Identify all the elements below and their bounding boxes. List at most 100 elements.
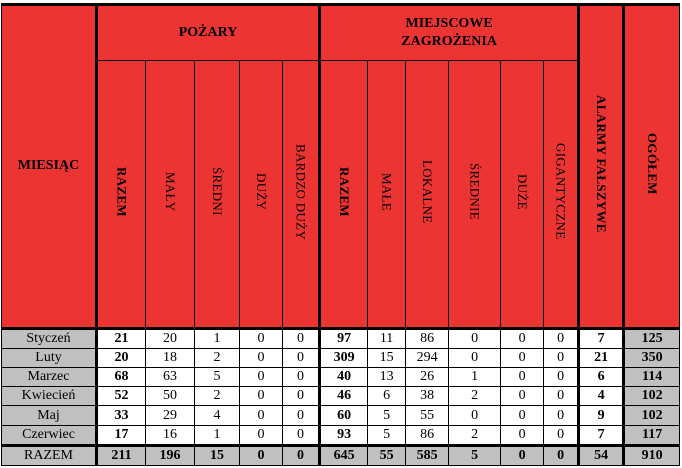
- fires-group-label: POŻARY: [178, 25, 238, 41]
- table-row: Styczeń 21 20 1 0 0 97 11 86 0 0 0 7 125: [1, 326, 681, 349]
- fires-col-header: DUŻY: [239, 60, 283, 329]
- value-cell: 5: [367, 405, 407, 426]
- value-cell: 0: [500, 347, 545, 369]
- value-cell: 0: [281, 367, 322, 388]
- summary-value-cell: 910: [623, 443, 681, 467]
- summary-value-cell: 0: [281, 443, 322, 467]
- value-cell: 0: [239, 326, 283, 349]
- row-total-cell: 102: [623, 405, 681, 426]
- value-cell: 55: [405, 405, 450, 426]
- month-cell: Styczeń: [1, 326, 98, 349]
- value-cell: 0: [500, 326, 545, 349]
- month-cell: Kwiecień: [1, 386, 98, 407]
- threats-col-label: DUŻE: [515, 173, 531, 210]
- value-cell: 0: [500, 367, 545, 388]
- summary-value-cell: 0: [239, 443, 283, 467]
- value-cell: 2: [448, 386, 502, 407]
- value-cell: 6: [367, 386, 407, 407]
- local-threats-label-line1: MIEJSCOWE: [405, 16, 493, 32]
- value-cell: 52: [96, 386, 146, 407]
- row-total-cell: 125: [623, 326, 681, 349]
- value-cell: 40: [319, 367, 369, 388]
- summary-value-cell: 54: [578, 443, 626, 467]
- value-cell: 0: [281, 386, 322, 407]
- value-cell: 15: [367, 347, 407, 369]
- value-cell: 2: [448, 424, 502, 446]
- threats-col-header: ŚREDNIE: [448, 60, 502, 329]
- value-cell: 0: [543, 424, 581, 446]
- value-cell: 21: [96, 326, 146, 349]
- value-cell: 7: [578, 424, 626, 446]
- value-cell: 0: [281, 326, 322, 349]
- value-cell: 97: [319, 326, 369, 349]
- threats-col-header: RAZEM: [319, 60, 369, 329]
- summary-value-cell: 5: [448, 443, 502, 467]
- summary-value-cell: 0: [500, 443, 545, 467]
- value-cell: 68: [96, 367, 146, 388]
- value-cell: 0: [239, 405, 283, 426]
- false-alarms-label: ALARMY FAŁSZYWE: [594, 95, 610, 233]
- value-cell: 7: [578, 326, 626, 349]
- summary-value-cell: 645: [319, 443, 369, 467]
- value-cell: 63: [145, 367, 195, 388]
- summary-row: RAZEM 211 196 15 0 0 645 55 585 5 0 0 54 910: [1, 443, 681, 467]
- fires-col-label: ŚREDNI: [210, 167, 225, 217]
- month-cell: Maj: [1, 405, 98, 426]
- value-cell: 0: [448, 405, 502, 426]
- value-cell: 0: [543, 347, 581, 369]
- fires-col-header: RAZEM: [96, 60, 146, 329]
- threats-col-label: RAZEM: [337, 166, 353, 217]
- value-cell: 0: [500, 386, 545, 407]
- threats-col-header: LOKALNE: [405, 60, 450, 329]
- value-cell: 0: [543, 367, 581, 388]
- value-cell: 86: [405, 326, 450, 349]
- value-cell: 0: [500, 424, 545, 446]
- table-row: Luty 20 18 2 0 0 309 15 294 0 0 0 21 350: [1, 347, 681, 369]
- value-cell: 0: [239, 367, 283, 388]
- value-cell: 0: [448, 326, 502, 349]
- value-cell: 33: [96, 405, 146, 426]
- month-cell: Marzec: [1, 367, 98, 388]
- value-cell: 20: [96, 347, 146, 369]
- threats-col-label: MAŁE: [379, 172, 395, 211]
- value-cell: 0: [543, 386, 581, 407]
- value-cell: 46: [319, 386, 369, 407]
- local-threats-group-header: MIEJSCOWE ZAGROŻENIA: [319, 2, 581, 62]
- value-cell: 0: [281, 405, 322, 426]
- month-cell: Czerwiec: [1, 424, 98, 446]
- value-cell: 16: [145, 424, 195, 446]
- value-cell: 93: [319, 424, 369, 446]
- value-cell: 4: [194, 405, 240, 426]
- table-row: Czerwiec 17 16 1 0 0 93 5 86 2 0 0 7 117: [1, 424, 681, 446]
- fires-col-label: BARDZO DUŻY: [293, 143, 309, 240]
- value-cell: 38: [405, 386, 450, 407]
- fires-col-label: DUŻY: [254, 172, 269, 211]
- fires-col-header: BARDZO DUŻY: [281, 60, 322, 329]
- month-cell: Luty: [1, 347, 98, 369]
- value-cell: 21: [578, 347, 626, 369]
- value-cell: 1: [194, 326, 240, 349]
- value-cell: 86: [405, 424, 450, 446]
- value-cell: 294: [405, 347, 450, 369]
- value-cell: 2: [194, 386, 240, 407]
- total-header: OGÓŁEM: [623, 3, 681, 329]
- value-cell: 0: [239, 347, 283, 369]
- fires-col-label: MAŁY: [163, 171, 178, 212]
- summary-value-cell: 55: [367, 443, 407, 467]
- row-total-cell: 350: [623, 347, 681, 369]
- fires-col-header: MAŁY: [145, 60, 195, 329]
- threats-col-label: ŚREDNIE: [467, 163, 483, 221]
- threats-col-header: MAŁE: [367, 60, 407, 329]
- threats-col-label: GIGANTYCZNE: [553, 143, 569, 240]
- value-cell: 20: [145, 326, 195, 349]
- row-total-cell: 117: [623, 424, 681, 446]
- value-cell: 309: [319, 347, 369, 369]
- value-cell: 0: [543, 405, 581, 426]
- value-cell: 0: [239, 386, 283, 407]
- value-cell: 0: [448, 347, 502, 369]
- value-cell: 17: [96, 424, 146, 446]
- value-cell: 9: [578, 405, 626, 426]
- value-cell: 0: [500, 405, 545, 426]
- row-total-cell: 102: [623, 386, 681, 407]
